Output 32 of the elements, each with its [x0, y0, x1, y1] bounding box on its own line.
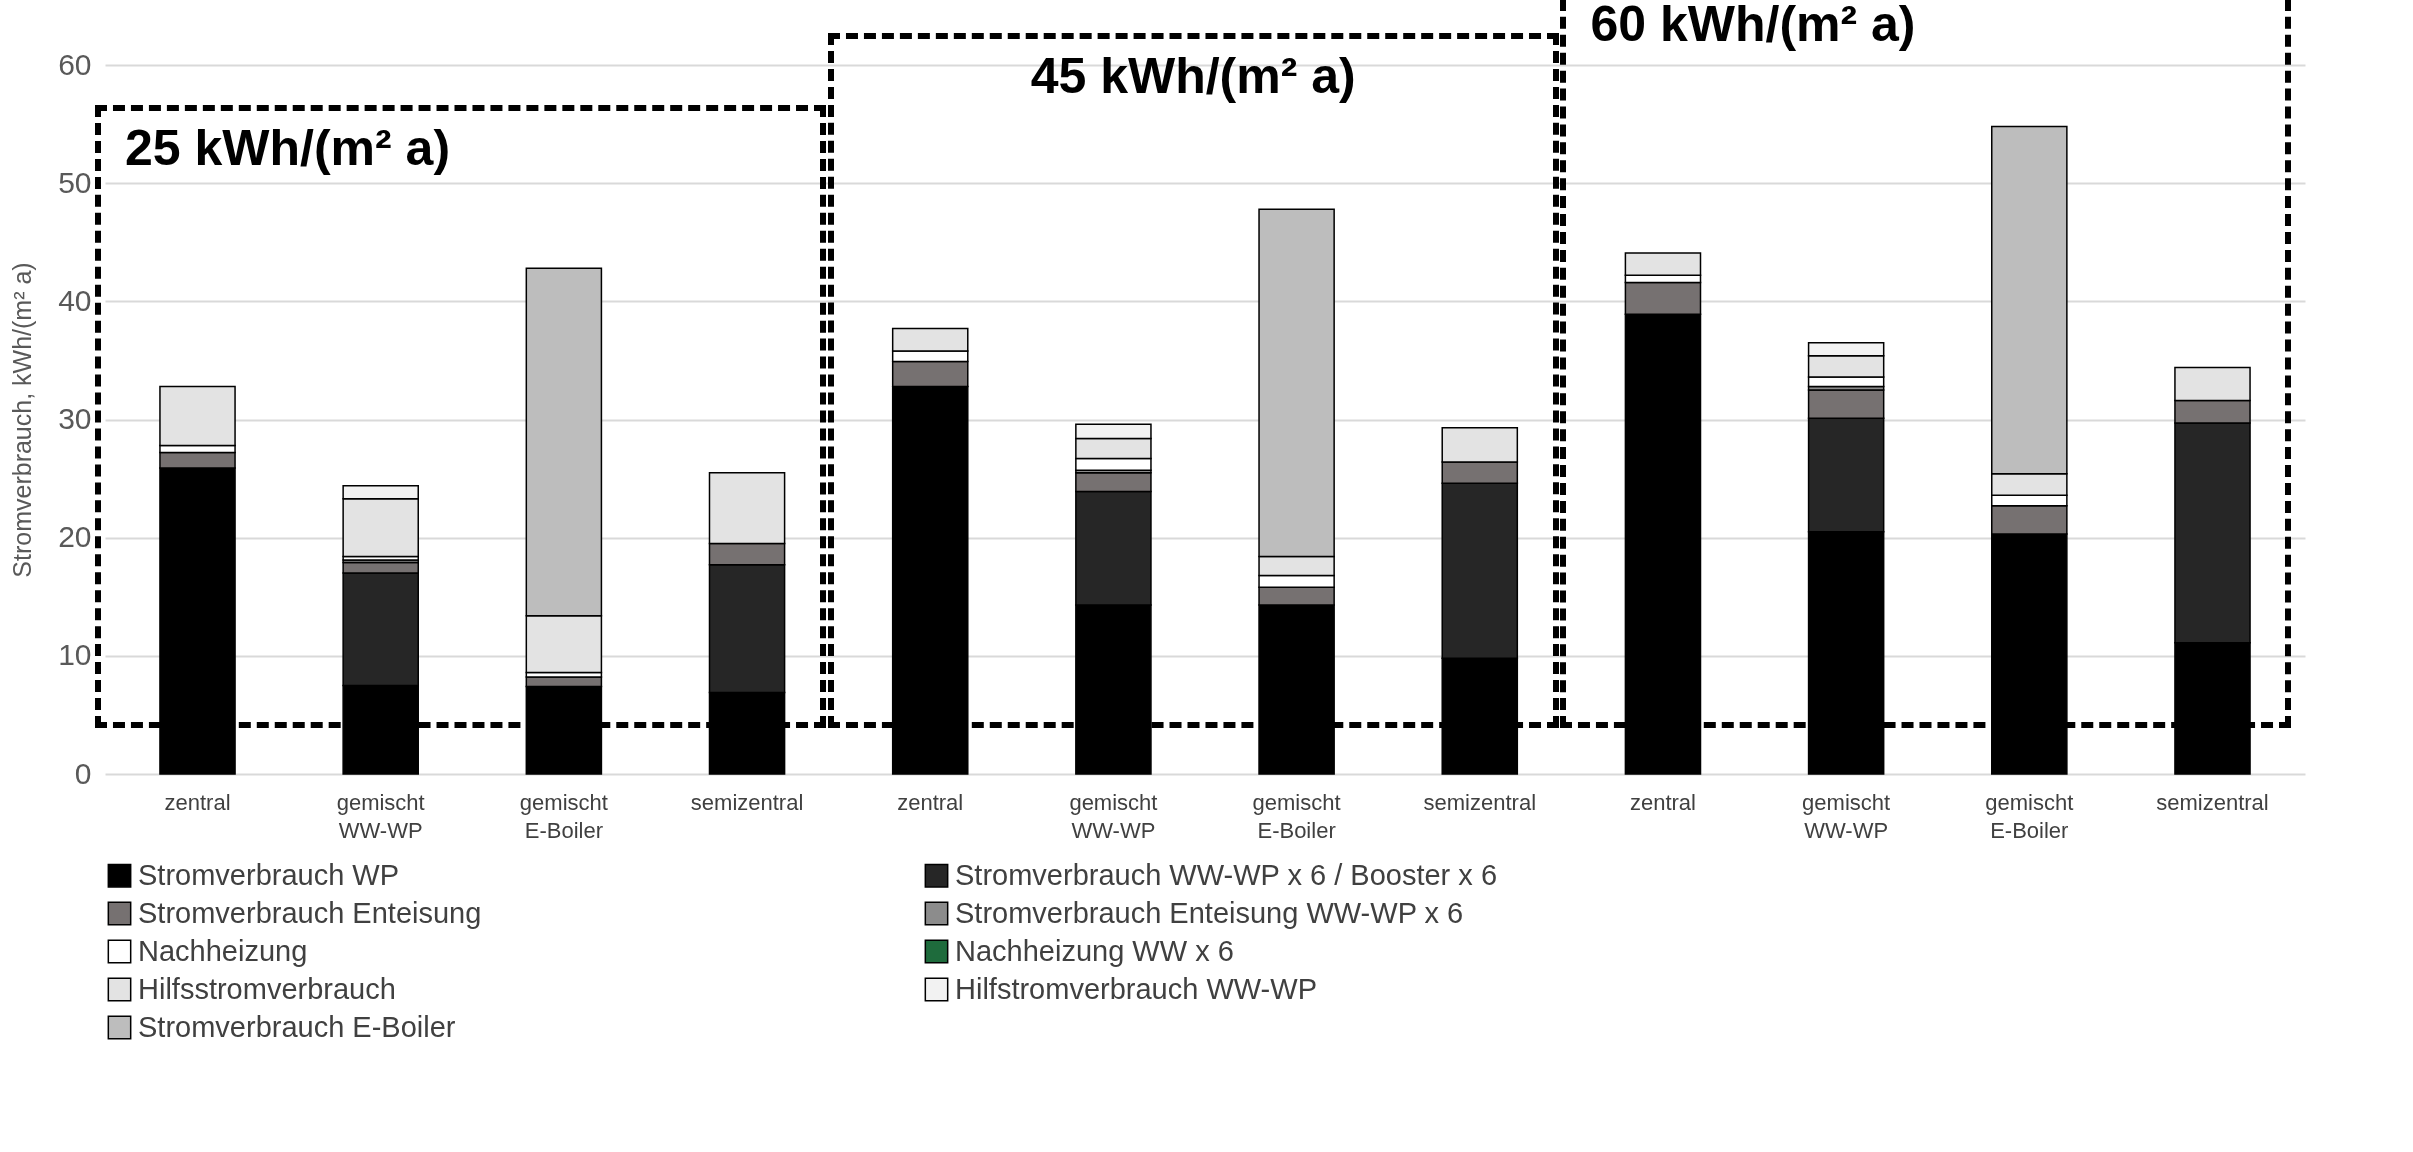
- y-tick-label: 10: [58, 638, 92, 672]
- legend-label: Stromverbrauch Enteisung: [138, 896, 482, 929]
- x-tick-label: gemischt E-Boiler: [519, 789, 608, 843]
- annotation: 45 kWh/(m² a): [1030, 47, 1356, 105]
- x-tick-label: semizentral: [2156, 789, 2269, 815]
- x-tick-label: zentral: [1629, 789, 1696, 815]
- y-tick-label: 50: [58, 165, 92, 199]
- legend-label: Hilfstromverbrauch WW-WP: [955, 972, 1317, 1005]
- legend-label: Stromverbrauch WP: [138, 858, 400, 891]
- text: 60 kWh/(m² a): [1590, 0, 1916, 53]
- x-tick-label: zentral: [164, 789, 231, 815]
- x-tick-label: semizentral: [690, 789, 804, 815]
- x-tick-label: gemischt WW-WP: [336, 789, 425, 843]
- x-tick-label: gemischt WW-WP: [1802, 789, 1891, 843]
- x-tick-label: zentral: [897, 789, 964, 815]
- y-tick-label: 30: [58, 402, 92, 435]
- x-tick-label: gemischt WW-WP: [1069, 789, 1158, 843]
- x-tick-label: gemischt E-Boiler: [1985, 789, 2074, 843]
- x-tick-label: gemischt E-Boiler: [1252, 789, 1341, 843]
- annotation: 25 kWh/(m² a): [125, 119, 451, 177]
- y-tick-label: 60: [58, 47, 92, 81]
- y-tick-label: 40: [58, 283, 92, 317]
- x-tick-label: semizentral: [1423, 789, 1537, 815]
- legend-label: Stromverbrauch Enteisung WW-WP x 6: [955, 896, 1464, 929]
- y-axis-title: Stromverbrauch, kWh/(m² a): [8, 262, 37, 578]
- legend-label: Stromverbrauch E-Boiler: [138, 1010, 456, 1043]
- legend-label: Nachheizung WW x 6: [955, 934, 1234, 967]
- legend-label: Nachheizung: [138, 934, 308, 967]
- y-tick-label: 20: [58, 520, 92, 554]
- legend-label: Stromverbrauch WW-WP x 6 / Booster x 6: [955, 858, 1498, 891]
- legend-label: Hilfsstromverbrauch: [138, 972, 396, 1005]
- y-tick-label: 0: [74, 756, 92, 790]
